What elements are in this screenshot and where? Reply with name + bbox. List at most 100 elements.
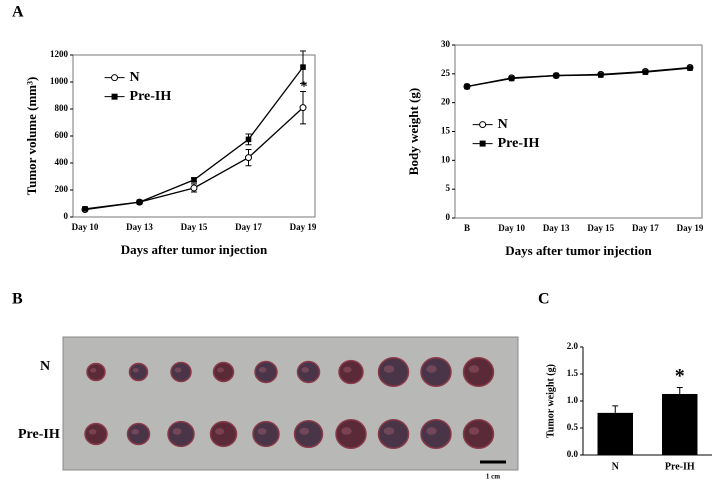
tumor [84, 422, 108, 446]
point [642, 69, 649, 75]
point [82, 206, 88, 212]
tumor-highlight [88, 429, 97, 435]
tumor-highlight [426, 365, 437, 373]
x-tick-label: Day 17 [632, 223, 659, 233]
series-line [466, 67, 691, 88]
tumor [86, 362, 106, 382]
tumor [338, 359, 364, 385]
point [190, 184, 198, 192]
x-axis-label: Days after tumor injection [505, 243, 652, 258]
x-tick-label: Day 10 [72, 222, 99, 232]
tumor-highlight [131, 429, 140, 435]
tumor-highlight [468, 365, 480, 373]
point [300, 64, 306, 70]
tumor-highlight [468, 427, 480, 435]
bar [662, 393, 698, 455]
tumor-highlight [257, 428, 267, 435]
legend-label: Pre-IH [130, 89, 172, 104]
x-tick-label: B [464, 223, 470, 233]
point [245, 136, 252, 143]
y-tick-label: 20 [441, 97, 451, 107]
point [245, 154, 252, 162]
tumor [377, 357, 410, 387]
y-tick-label: 0 [446, 212, 451, 222]
y-tick-label: 1.5 [567, 368, 579, 378]
scale-bar-label: 1 cm [486, 473, 500, 481]
plot-frame [72, 54, 316, 218]
legend-label: N [498, 117, 508, 132]
y-tick-label: 2.0 [567, 341, 579, 351]
x-axis-label: Days after tumor injection [121, 242, 268, 257]
x-tick-label: Day 15 [181, 222, 208, 232]
tumor [462, 357, 495, 387]
point [687, 65, 693, 71]
x-tick-label: Day 13 [126, 222, 153, 232]
point [553, 72, 559, 79]
y-tick-label: 800 [55, 103, 69, 113]
x-tick-label: Day 10 [498, 223, 525, 233]
y-tick-label: 15 [441, 126, 451, 136]
y-tick-label: 0.0 [567, 449, 579, 459]
tumor-highlight [426, 427, 437, 435]
panel-label: C [538, 291, 550, 308]
tumor [420, 357, 452, 387]
x-tick-label: Pre-IH [665, 461, 695, 472]
legend-label: N [130, 70, 140, 85]
row-label: Pre-IH [18, 427, 60, 442]
point [464, 83, 470, 90]
tumor [209, 420, 238, 448]
y-tick-label: 5 [446, 183, 451, 193]
tumor [377, 419, 410, 449]
panel-label: B [12, 291, 23, 308]
tumor-photo [62, 336, 519, 471]
y-axis-label: Body weight (g) [406, 88, 421, 175]
tumor-highlight [301, 367, 310, 373]
legend-marker [479, 121, 487, 129]
tumor [462, 419, 495, 449]
y-tick-label: 0 [64, 211, 69, 221]
tumor [170, 361, 192, 383]
tumor [296, 360, 321, 384]
tumor [167, 420, 195, 448]
row-label: N [40, 359, 50, 374]
y-tick-label: 1200 [50, 49, 69, 59]
y-tick-label: 1000 [50, 76, 69, 86]
y-tick-label: 1.0 [567, 395, 579, 405]
legend-marker [111, 74, 119, 82]
x-tick-label: N [612, 461, 620, 472]
tumor-highlight [343, 366, 352, 373]
y-tick-label: 30 [441, 39, 451, 49]
series-line [466, 66, 691, 88]
y-axis-label: Tumor weight (g) [545, 364, 556, 438]
panel-label: A [12, 4, 24, 21]
tumor [293, 419, 324, 449]
annotation: * [301, 79, 308, 94]
tumor [212, 361, 235, 383]
point [598, 72, 604, 78]
error-bar [676, 387, 683, 394]
tumor [254, 360, 278, 384]
y-tick-label: 200 [55, 184, 69, 194]
tumor-highlight [132, 367, 139, 373]
tumor-highlight [383, 427, 395, 435]
x-tick-label: Day 19 [677, 223, 704, 233]
tumor [335, 419, 367, 449]
x-tick-label: Day 19 [290, 222, 317, 232]
tumor-highlight [90, 367, 97, 373]
tumor [252, 420, 280, 448]
point [299, 104, 307, 112]
tumor-highlight [383, 365, 395, 373]
x-tick-label: Day 17 [235, 222, 262, 232]
bar [597, 412, 633, 455]
y-tick-label: 400 [55, 157, 69, 167]
error-bar [612, 405, 619, 413]
annotation: * [675, 365, 685, 387]
point [136, 199, 143, 205]
y-tick-label: 600 [55, 130, 69, 140]
tumor-highlight [174, 367, 182, 373]
tumor-highlight [217, 367, 224, 373]
tumor [420, 419, 452, 449]
series-line [84, 107, 304, 211]
point [508, 75, 515, 82]
